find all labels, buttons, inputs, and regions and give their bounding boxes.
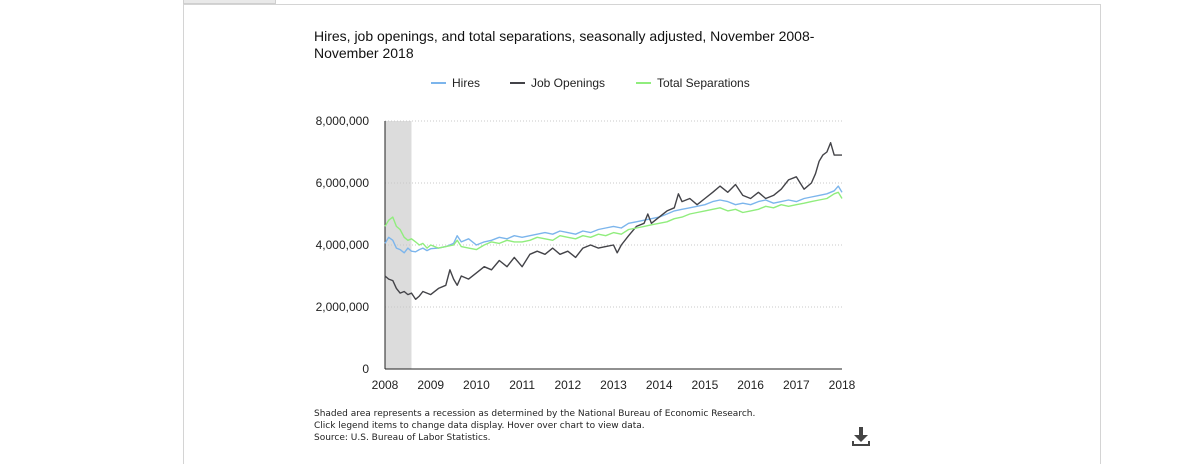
download-icon[interactable]: [849, 424, 873, 448]
footnote-instructions: Click legend items to change data displa…: [314, 421, 645, 431]
legend-swatch-job-openings: [510, 82, 525, 84]
series-line-job-openings: [384, 141, 842, 300]
legend-label-job-openings: Job Openings: [531, 76, 606, 90]
tab-stub[interactable]: [183, 0, 276, 4]
legend-item-job-openings[interactable]: Job Openings: [510, 76, 605, 90]
x-tick-label: 2015: [692, 378, 719, 392]
line-chart-plot[interactable]: 0 2,000,000 4,000,000 6,000,000 8,000,000 200…: [0, 0, 1192, 400]
legend-label-total-separations: Total Separations: [657, 76, 750, 90]
legend-label-hires: Hires: [452, 76, 481, 90]
footnote-source: Source: U.S. Bureau of Labor Statistics.: [314, 433, 491, 443]
y-tick-label: 2,000,000: [316, 300, 370, 314]
y-tick-label: 0: [362, 362, 369, 376]
footnote-recession: Shaded area represents a recession as de…: [314, 409, 756, 419]
y-tick-label: 6,000,000: [316, 176, 370, 190]
x-tick-label: 2013: [600, 378, 627, 392]
x-tick-label: 2010: [463, 378, 490, 392]
x-tick-label: 2017: [783, 378, 810, 392]
y-tick-label: 8,000,000: [316, 114, 370, 128]
legend-swatch-hires: [431, 82, 446, 84]
x-tick-label: 2018: [829, 378, 856, 392]
chart-legend: Hires Job Openings Total Separations: [0, 76, 1192, 92]
y-tick-label: 4,000,000: [316, 238, 370, 252]
chart-title: Hires, job openings, and total separatio…: [314, 28, 815, 61]
x-tick-label: 2009: [417, 378, 444, 392]
x-tick-label: 2014: [646, 378, 673, 392]
x-tick-label: 2012: [554, 378, 581, 392]
legend-item-hires[interactable]: Hires: [431, 76, 480, 90]
chart-footnotes: Shaded area represents a recession as de…: [314, 408, 755, 444]
x-tick-label: 2011: [509, 378, 535, 392]
legend-swatch-total-separations: [636, 82, 651, 84]
x-tick-label: 2016: [737, 378, 764, 392]
legend-item-total-separations[interactable]: Total Separations: [636, 76, 750, 90]
series-line-hires: [384, 185, 843, 254]
x-tick-label: 2008: [372, 378, 399, 392]
recession-band: [385, 121, 412, 369]
series-line-total-separations: [384, 191, 843, 251]
chart-panel: [183, 4, 1101, 464]
